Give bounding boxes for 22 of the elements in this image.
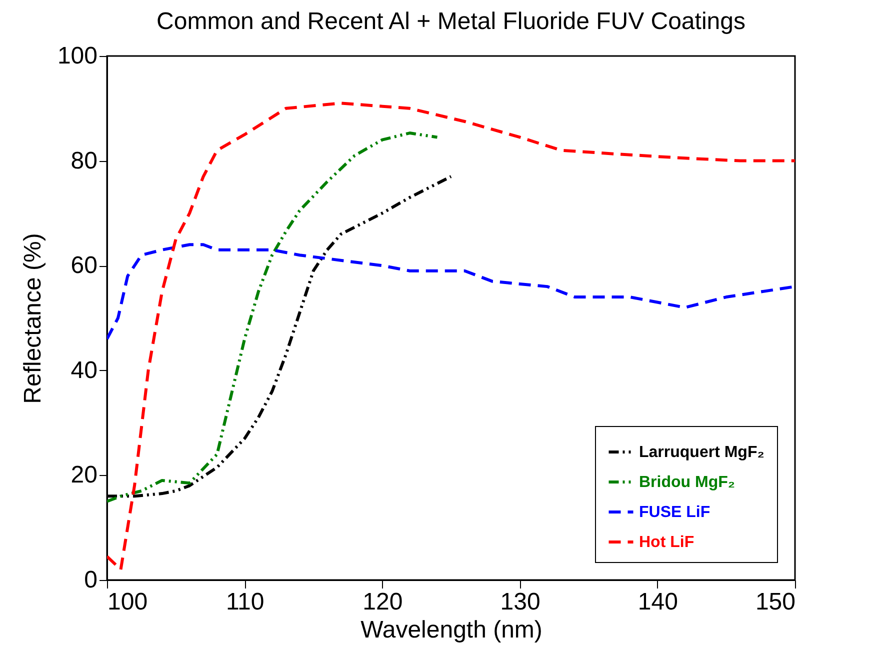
y-tick-label: 80 — [70, 147, 98, 174]
y-tick-label: 100 — [57, 42, 98, 70]
line-series — [107, 243, 795, 340]
x-tick-label: 120 — [362, 588, 403, 616]
y-tick-label: 60 — [70, 252, 98, 280]
line-series — [107, 132, 439, 503]
x-axis-title: Wavelength (nm) — [360, 616, 542, 644]
legend-label: Hot LiF — [639, 534, 694, 551]
legend-label: FUSE LiF — [639, 504, 710, 521]
x-tick-label: 140 — [638, 588, 678, 616]
y-tick-label: 20 — [70, 462, 98, 489]
x-tick-label: 100 — [108, 588, 148, 616]
x-tick-label: 110 — [226, 588, 264, 616]
chart-title: Common and Recent Al + Metal Fluoride FUV Coatings — [156, 8, 746, 35]
x-tick-label: 130 — [500, 588, 540, 616]
x-tick-label: 150 — [755, 588, 796, 616]
y-axis-title: Reflectance (%) — [19, 233, 46, 404]
y-tick-label: 0 — [84, 566, 98, 594]
y-tick-label: 40 — [70, 356, 98, 384]
legend-label: Bridou MgF₂ — [639, 474, 735, 491]
legend-label: Larruquert MgF₂ — [639, 444, 764, 461]
line-series — [107, 102, 795, 572]
